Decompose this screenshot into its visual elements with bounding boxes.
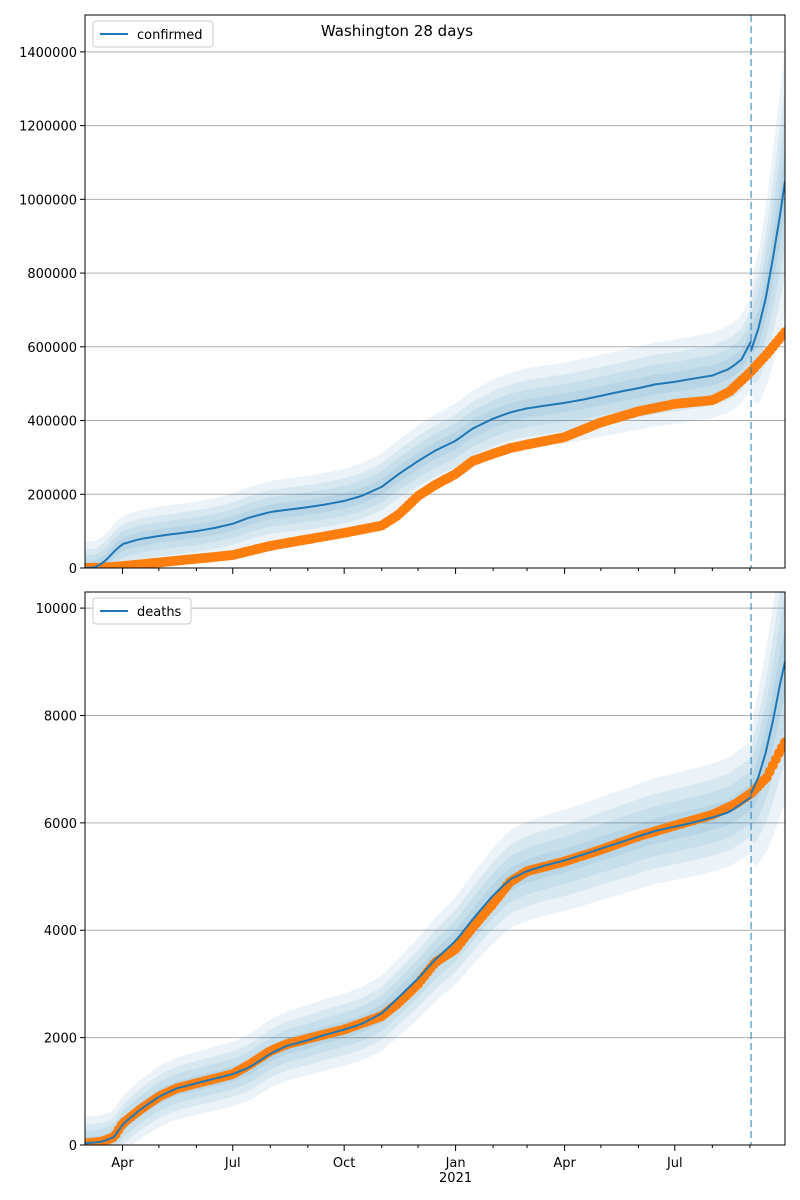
- uncertainty-band-2: [85, 594, 785, 1145]
- y-axis: 0 200000 400000 600000 800000 1000000 1200000 1…: [19, 46, 85, 577]
- y-tick-label: 8000: [44, 709, 77, 724]
- forecast-line: [750, 661, 785, 794]
- x-tick-label: Jan: [445, 1156, 466, 1171]
- y-tick-label: 600000: [27, 341, 77, 356]
- y-tick-label: 200000: [27, 488, 77, 503]
- uncertainty-band-4: [85, 592, 785, 1145]
- y-tick-label: 0: [69, 562, 77, 577]
- model-line: [85, 796, 752, 1145]
- x-tick-label: Jul: [666, 1156, 683, 1171]
- y-tick-label: 1400000: [19, 46, 77, 61]
- legend-box: [92, 597, 192, 625]
- x-tick-label: Apr: [553, 1156, 576, 1171]
- legend-box: [92, 20, 214, 48]
- legend-label: confirmed: [137, 28, 203, 43]
- uncertainty-band-4: [85, 46, 785, 568]
- axes-frame: [84, 14, 786, 569]
- x-tick-label: Apr: [111, 1156, 134, 1171]
- y-tick-label: 400000: [27, 415, 77, 430]
- deaths-panel: 0 2000 4000 6000 8000 10000 Apr Jul Oct Jan Apr Ju…: [36, 591, 786, 1186]
- uncertainty-band-1: [85, 628, 785, 1145]
- model-line: [85, 340, 752, 568]
- y-tick-label: 1000000: [19, 193, 77, 208]
- y-tick-label: 2000: [44, 1032, 77, 1047]
- plot-area: [85, 15, 785, 568]
- y-tick-label: 10000: [36, 602, 77, 617]
- y-axis: 0 2000 4000 6000 8000 10000: [36, 602, 85, 1154]
- observed-point: [780, 737, 785, 748]
- uncertainty-band-3: [85, 86, 785, 568]
- uncertainty-bands: [85, 592, 785, 1145]
- uncertainty-band-2: [85, 117, 785, 568]
- y-tick-label: 800000: [27, 267, 77, 282]
- axes-frame: [84, 591, 786, 1146]
- y-gridlines: [85, 51, 785, 495]
- legend-label: deaths: [137, 605, 182, 620]
- y-tick-label: 0: [69, 1139, 77, 1154]
- legend: confirmed: [92, 20, 214, 48]
- legend: deaths: [92, 597, 192, 625]
- figure-title: Washington 28 days: [321, 22, 473, 40]
- x-year-label: 2021: [439, 1171, 472, 1186]
- y-tick-label: 6000: [44, 817, 77, 832]
- forecast-line: [750, 180, 785, 351]
- x-axis: [122, 568, 751, 574]
- x-tick-label: Jul: [224, 1156, 241, 1171]
- y-tick-label: 4000: [44, 924, 77, 939]
- x-axis: Apr Jul Oct Jan Apr Jul 2021: [111, 1145, 751, 1186]
- observed-point: [780, 327, 785, 338]
- x-tick-label: Oct: [333, 1156, 355, 1171]
- plot-area: [85, 592, 785, 1145]
- observed-points: [85, 327, 785, 568]
- y-tick-label: 1200000: [19, 120, 77, 135]
- uncertainty-band-3: [85, 592, 785, 1145]
- uncertainty-bands: [85, 46, 785, 568]
- confirmed-panel: 0 200000 400000 600000 800000 1000000 1200000 1…: [19, 14, 786, 577]
